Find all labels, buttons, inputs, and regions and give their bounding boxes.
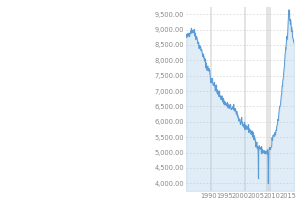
Bar: [266, 7, 271, 191]
Bar: [210, 7, 212, 191]
Bar: [244, 7, 247, 191]
